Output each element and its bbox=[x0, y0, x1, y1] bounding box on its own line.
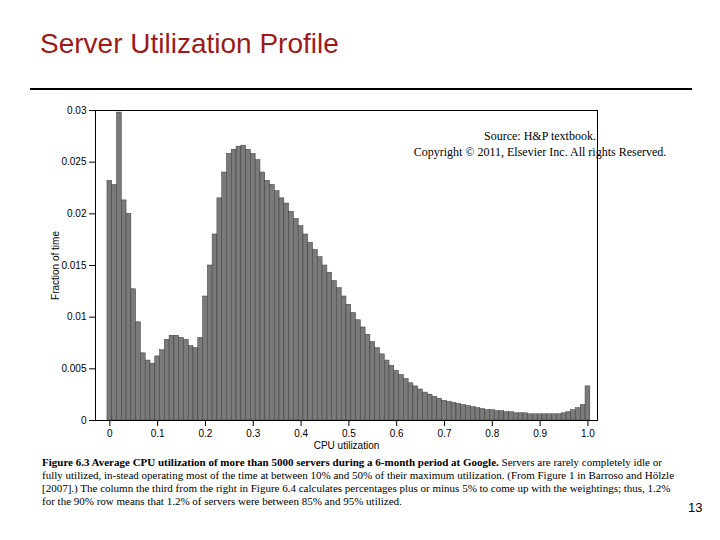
svg-text:0.6: 0.6 bbox=[390, 428, 404, 439]
svg-text:1.0: 1.0 bbox=[581, 428, 595, 439]
svg-text:CPU utilization: CPU utilization bbox=[314, 440, 380, 451]
svg-text:0.01: 0.01 bbox=[67, 311, 87, 322]
svg-text:0.025: 0.025 bbox=[61, 156, 86, 167]
svg-text:0.015: 0.015 bbox=[61, 260, 86, 271]
svg-text:0.9: 0.9 bbox=[533, 428, 547, 439]
html-text:13: 13 bbox=[688, 500, 703, 515]
svg-text:0.1: 0.1 bbox=[151, 428, 165, 439]
svg-text:0.005: 0.005 bbox=[61, 363, 86, 374]
svg-text:0.02: 0.02 bbox=[67, 208, 87, 219]
html-text:Figure 6.3 Average CPU utiliza: Figure 6.3 Average CPU utilization of mo… bbox=[42, 456, 675, 507]
svg-text:0.4: 0.4 bbox=[294, 428, 308, 439]
svg-text:Fraction of time: Fraction of time bbox=[50, 231, 61, 300]
svg-text:0.2: 0.2 bbox=[199, 428, 213, 439]
svg-text:0.03: 0.03 bbox=[67, 105, 87, 116]
svg-text:0: 0 bbox=[81, 415, 87, 426]
svg-text:0.7: 0.7 bbox=[438, 428, 452, 439]
svg-text:0: 0 bbox=[107, 428, 113, 439]
html-text:Server Utilization Profile: Server Utilization Profile bbox=[40, 28, 339, 59]
svg-text:0.3: 0.3 bbox=[246, 428, 260, 439]
html-text:Source: H&P textbook.: Source: H&P textbook. bbox=[484, 129, 596, 143]
svg-text:0.8: 0.8 bbox=[485, 428, 499, 439]
html-text:Copyright © 2011, Elsevier Inc: Copyright © 2011, Elsevier Inc. All righ… bbox=[413, 145, 667, 159]
svg-text:0.5: 0.5 bbox=[342, 428, 356, 439]
